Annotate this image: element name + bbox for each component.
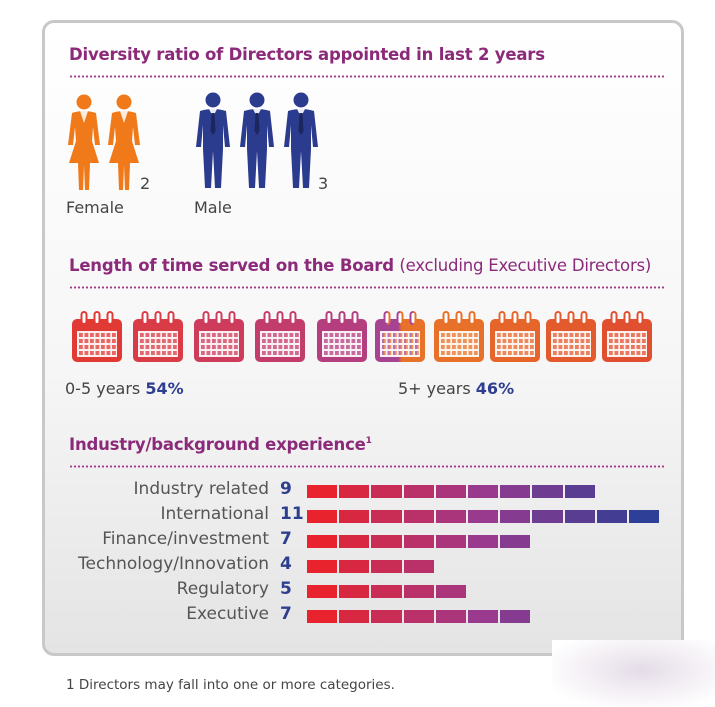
industry-title: Industry/background experience1 [69,435,372,454]
bar-segment [339,485,370,498]
tenure-long-label: 5+ years 46% [398,379,514,398]
bar [307,585,468,598]
bar-category-label: Industry related [133,479,269,499]
bar-value-label: 11 [280,504,304,524]
tenure-title: Length of time served on the Board (excl… [69,256,651,275]
bar-value-label: 5 [280,579,292,599]
corner-shadow [552,640,715,707]
male-director-icon [196,92,230,188]
bar-category-label: Technology/Innovation [78,554,269,574]
female-director-icon [68,94,100,190]
male-director-icon [240,92,274,188]
female-count: 2 [140,174,151,193]
bar [307,535,532,548]
tenure-long-percent: 46% [475,379,515,398]
male-label: Male [194,198,232,217]
male-count: 3 [318,174,329,193]
bar-segment [629,510,660,523]
bar-segment [500,535,531,548]
industry-footnote-marker: 1 [365,436,372,446]
bar-segment [500,485,531,498]
bar-segment [339,510,370,523]
calendar-icon [434,311,484,362]
bar-segment [468,535,499,548]
calendar-icon [602,311,652,362]
bar [307,510,661,523]
tenure-short-label: 0-5 years 54% [65,379,184,398]
bar-segment [307,585,338,598]
bar-segment [500,610,531,623]
bar-segment [500,510,531,523]
calendar-icon [133,311,183,362]
footnote: 1 Directors may fall into one or more ca… [66,677,395,693]
bar-segment [339,560,370,573]
bar-segment [435,510,466,523]
bar-segment [307,560,338,573]
bar-segment [403,610,434,623]
bar-segment [371,510,402,523]
dotted-divider [69,465,665,468]
bar-segment [468,485,499,498]
bar-segment [339,585,370,598]
bar-segment [307,610,338,623]
bar-segment [532,485,563,498]
male-director-icon [284,92,318,188]
dotted-divider [69,286,665,289]
bar [307,485,597,498]
bar-category-label: International [160,504,270,524]
tenure-title-note: (excluding Executive Directors) [399,256,652,275]
bar [307,610,532,623]
dotted-divider [69,75,665,78]
calendar-icon [375,311,425,362]
bar-segment [371,560,402,573]
bar-segment [403,560,434,573]
bar-segment [564,510,595,523]
bar-segment [403,535,434,548]
bar-segment [371,610,402,623]
bar-segment [371,585,402,598]
calendar-icon [317,311,367,362]
bar-segment [403,585,434,598]
calendar-icon [546,311,596,362]
female-director-icon [108,94,140,190]
bar-segment [403,485,434,498]
bar-segment [371,485,402,498]
bar-category-label: Finance/investment [102,529,269,549]
bar-segment [468,610,499,623]
tenure-short-text: 0-5 years [65,379,141,398]
bar-segment [435,610,466,623]
female-label: Female [66,198,124,217]
diversity-title: Diversity ratio of Directors appointed i… [69,45,545,64]
calendar-icon [194,311,244,362]
bar-segment [403,510,434,523]
calendar-icon [72,311,122,362]
bar-segment [596,510,627,523]
bar-value-label: 7 [280,529,292,549]
bar [307,560,436,573]
bar-segment [468,510,499,523]
tenure-long-text: 5+ years [398,379,471,398]
bar-segment [435,535,466,548]
bar-segment [564,485,595,498]
bar-segment [371,535,402,548]
tenure-title-main: Length of time served on the Board [69,256,394,275]
calendar-icon [490,311,540,362]
infographic-card: Diversity ratio of Directors appointed i… [42,20,684,656]
bar-value-label: 7 [280,604,292,624]
bar-segment [307,510,338,523]
bar-segment [339,535,370,548]
bar-segment [307,535,338,548]
bar-category-label: Regulatory [176,579,269,599]
bar-segment [339,610,370,623]
bar-value-label: 4 [280,554,292,574]
bar-segment [435,485,466,498]
calendar-icon [255,311,305,362]
bar-value-label: 9 [280,479,292,499]
tenure-short-percent: 54% [145,379,184,398]
industry-title-text: Industry/background experience [69,435,366,454]
bar-segment [532,510,563,523]
bar-segment [435,585,466,598]
bar-segment [307,485,338,498]
bar-category-label: Executive [186,604,269,624]
